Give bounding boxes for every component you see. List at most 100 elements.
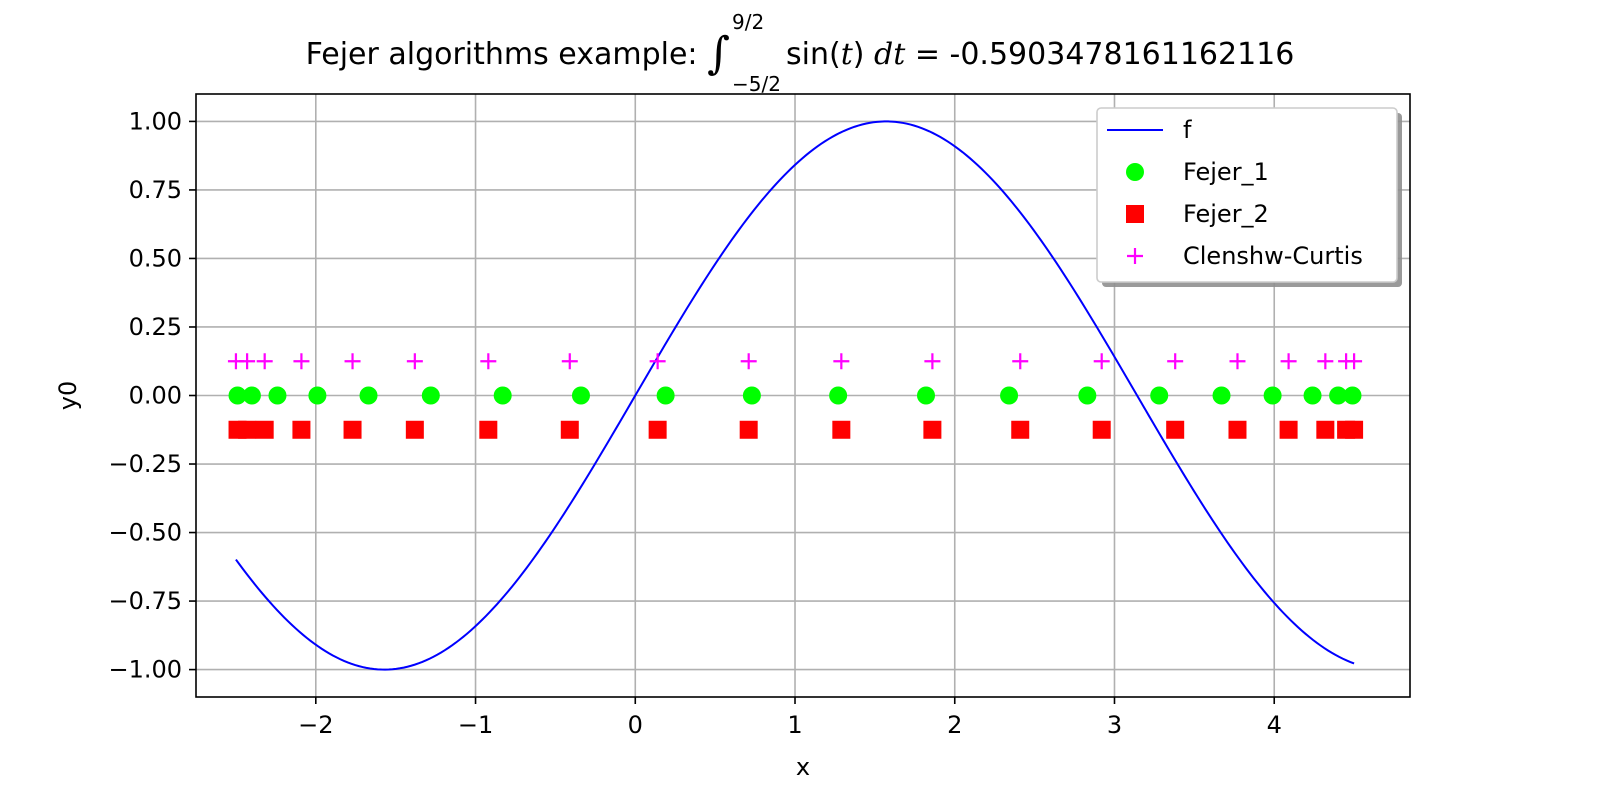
- clenshw-curtis-point: [239, 353, 256, 370]
- legend-item-fejer-2: Fejer_2: [1126, 200, 1269, 228]
- clenshw-curtis-point: [406, 353, 423, 370]
- legend-item-clenshw-curtis: Clenshw-Curtis: [1127, 242, 1363, 270]
- fejer-2-point: [292, 420, 311, 439]
- fejer-2-point: [1228, 420, 1247, 439]
- fejer-1-point: [1000, 386, 1019, 405]
- fejer-1-point: [656, 386, 675, 405]
- fejer-2-point: [1011, 420, 1030, 439]
- integral-upper-limit: 9/2: [732, 9, 765, 34]
- fejer-2-point: [1092, 420, 1111, 439]
- y-tick-label: −0.25: [108, 450, 182, 478]
- clenshw-curtis-point: [256, 353, 273, 370]
- fejer-1-point: [421, 386, 440, 405]
- chart-title: Fejer algorithms example: ∫ 9/2 −5/2 sin(t)…: [0, 10, 1600, 94]
- y-tick-label: −0.50: [108, 519, 182, 547]
- fejer-2-point: [1166, 420, 1185, 439]
- series-fejer-1: [228, 386, 1362, 405]
- legend-swatch-fejer-1: [1126, 163, 1144, 181]
- fejer-2-point: [832, 420, 851, 439]
- clenshw-curtis-point: [1167, 353, 1184, 370]
- clenshw-curtis-point: [1317, 353, 1334, 370]
- title-integrand: sin(: [786, 37, 841, 72]
- clenshw-curtis-point: [1093, 353, 1110, 370]
- fejer-1-point: [1303, 386, 1322, 405]
- fejer-1-point: [571, 386, 590, 405]
- fejer-2-point: [560, 420, 579, 439]
- fejer-2-point: [255, 420, 274, 439]
- x-tick-label: 0: [628, 711, 643, 739]
- ticks: −2 −1 0 1 2 3 4 1.00 0.75 0.50 0.25 0.00 −0.25 −0.50 −…: [108, 107, 1281, 739]
- fejer-2-point: [405, 420, 424, 439]
- y-tick-label: −0.75: [108, 587, 182, 615]
- clenshw-curtis-point: [1012, 353, 1029, 370]
- integral-lower-limit: −5/2: [732, 71, 781, 96]
- fejer-2-point: [1316, 420, 1335, 439]
- fejer-1-point: [1343, 386, 1362, 405]
- fejer-2-point: [479, 420, 498, 439]
- fejer-1-point: [742, 386, 761, 405]
- fejer-1-point: [268, 386, 287, 405]
- fejer-1-point: [1212, 386, 1231, 405]
- x-axis-label: x: [796, 753, 810, 781]
- clenshw-curtis-point: [649, 353, 666, 370]
- y-tick-label: 0.75: [129, 176, 182, 204]
- legend-box: [1096, 107, 1398, 283]
- y-tick-label: 1.00: [129, 107, 182, 135]
- fejer-2-point: [1279, 420, 1298, 439]
- clenshw-curtis-point: [833, 353, 850, 370]
- clenshw-curtis-point: [480, 353, 497, 370]
- title-prefix: Fejer algorithms example:: [305, 37, 698, 72]
- x-tick-label: −1: [458, 711, 493, 739]
- legend-label-f: f: [1183, 116, 1192, 144]
- fejer-1-point: [1078, 386, 1097, 405]
- title-equals: = -0.5903478161162116: [905, 37, 1295, 72]
- fejer-1-point: [1150, 386, 1169, 405]
- legend-item-f: f: [1107, 116, 1192, 144]
- series-layer: [227, 120, 1364, 671]
- fejer-2-point: [739, 420, 758, 439]
- fejer-1-point: [493, 386, 512, 405]
- x-tick-label: −2: [298, 711, 333, 739]
- x-tick-label: 4: [1267, 711, 1282, 739]
- clenshw-curtis-point: [344, 353, 361, 370]
- series-fejer-2: [228, 420, 1364, 439]
- clenshw-curtis-point: [740, 353, 757, 370]
- x-tick-label: 1: [787, 711, 802, 739]
- fejer-2-point: [238, 420, 257, 439]
- fejer-1-point: [308, 386, 327, 405]
- fejer-1-point: [228, 386, 247, 405]
- series-f-line: [235, 120, 1355, 671]
- fejer-1-point: [1263, 386, 1282, 405]
- legend-label-fejer-2: Fejer_2: [1183, 200, 1269, 228]
- x-tick-label: 2: [947, 711, 962, 739]
- y-tick-label: −1.00: [108, 656, 182, 684]
- clenshw-curtis-point: [1229, 353, 1246, 370]
- fejer-1-point: [1329, 386, 1348, 405]
- y-tick-label: 0.00: [129, 382, 182, 410]
- legend-swatch-clenshw-curtis: [1127, 248, 1143, 264]
- title-close-paren: ): [852, 37, 865, 72]
- fejer-1-point: [359, 386, 378, 405]
- y-tick-label: 0.50: [129, 244, 182, 272]
- fejer-2-point: [923, 420, 942, 439]
- title-differential: dt: [874, 37, 906, 72]
- clenshw-curtis-point: [924, 353, 941, 370]
- title-variable: t: [840, 37, 853, 72]
- x-tick-label: 3: [1107, 711, 1122, 739]
- clenshw-curtis-point: [1280, 353, 1297, 370]
- clenshw-curtis-point: [1346, 353, 1363, 370]
- y-axis-label: y0: [54, 381, 82, 410]
- legend: f Fejer_1 Fejer_2 Clenshw-Curtis: [1096, 107, 1402, 287]
- fejer-2-point: [648, 420, 667, 439]
- y-tick-label: 0.25: [129, 313, 182, 341]
- series-clenshw-curtis: [227, 353, 1363, 370]
- fejer-1-point: [916, 386, 935, 405]
- fejer-1-point: [242, 386, 261, 405]
- clenshw-curtis-point: [293, 353, 310, 370]
- legend-swatch-fejer-2: [1126, 205, 1144, 223]
- integral-limits: 9/2 −5/2: [730, 12, 786, 94]
- legend-item-fejer-1: Fejer_1: [1126, 158, 1269, 186]
- legend-label-fejer-1: Fejer_1: [1183, 158, 1269, 186]
- fejer-2-point: [343, 420, 362, 439]
